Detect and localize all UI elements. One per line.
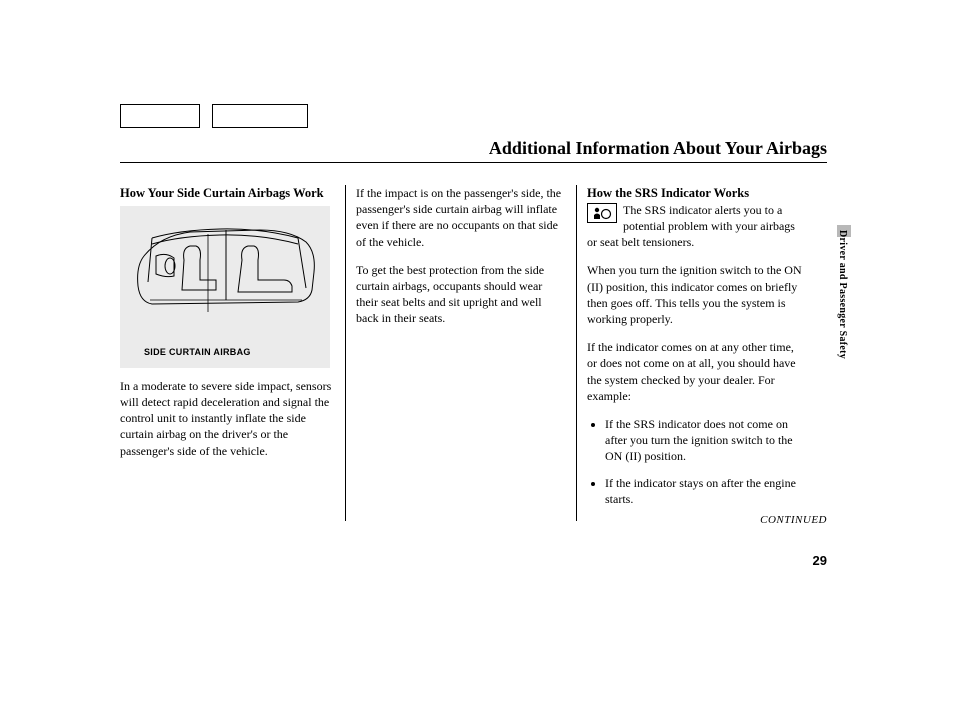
srs-indicator-icon bbox=[587, 203, 617, 223]
column-3: How the SRS Indicator Works The SRS indi… bbox=[587, 185, 802, 521]
col1-heading: How Your Side Curtain Airbags Work bbox=[120, 185, 335, 202]
column-divider-1 bbox=[345, 185, 346, 521]
section-label: Driver and Passenger Safety bbox=[837, 230, 848, 359]
page-number: 29 bbox=[813, 553, 827, 568]
airbag-diagram: SIDE CURTAIN AIRBAG bbox=[120, 206, 330, 368]
page-title: Additional Information About Your Airbag… bbox=[489, 138, 827, 159]
car-cutaway-svg bbox=[130, 216, 320, 326]
diagram-label: SIDE CURTAIN AIRBAG bbox=[144, 346, 251, 358]
col3-p1: The SRS indicator alerts you to a potent… bbox=[587, 203, 795, 249]
nav-box-2[interactable] bbox=[212, 104, 308, 128]
column-divider-2 bbox=[576, 185, 577, 521]
content-columns: How Your Side Curtain Airbags Work bbox=[120, 185, 802, 521]
col3-p3: If the indicator comes on at any other t… bbox=[587, 339, 802, 404]
col1-p1: In a moderate to severe side impact, sen… bbox=[120, 378, 335, 459]
column-2: If the impact is on the passenger's side… bbox=[356, 185, 566, 521]
column-1: How Your Side Curtain Airbags Work bbox=[120, 185, 335, 521]
col3-p2: When you turn the ignition switch to the… bbox=[587, 262, 802, 327]
bullet-1: If the SRS indicator does not come on af… bbox=[605, 416, 802, 465]
col3-heading: How the SRS Indicator Works bbox=[587, 185, 802, 202]
example-list: If the SRS indicator does not come on af… bbox=[587, 416, 802, 507]
continued-label: CONTINUED bbox=[760, 514, 827, 526]
bullet-2: If the indicator stays on after the engi… bbox=[605, 475, 802, 507]
col2-p2: To get the best protection from the side… bbox=[356, 262, 566, 327]
top-nav-boxes bbox=[120, 104, 308, 128]
nav-box-1[interactable] bbox=[120, 104, 200, 128]
title-rule bbox=[120, 162, 827, 163]
col2-p1: If the impact is on the passenger's side… bbox=[356, 185, 566, 250]
